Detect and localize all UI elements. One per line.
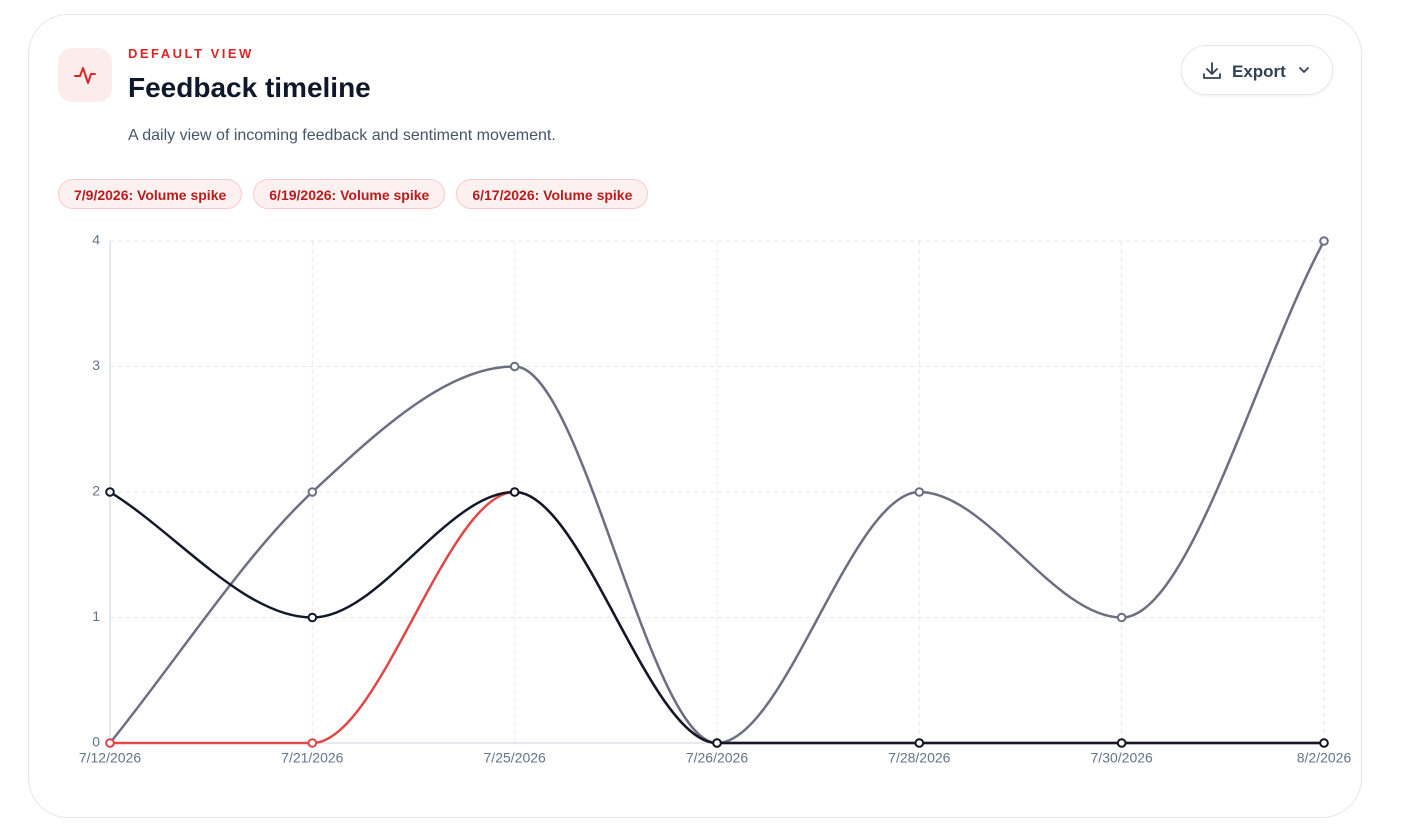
annotations: 7/9/2026: Volume spike 6/19/2026: Volume … bbox=[58, 179, 649, 209]
pulse-icon bbox=[74, 67, 96, 84]
icon bbox=[58, 48, 112, 102]
export-icons bbox=[1203, 62, 1309, 79]
export-label: Export bbox=[1232, 62, 1286, 81]
export-button[interactable]: Export bbox=[1181, 45, 1333, 95]
eyebrow: DEFAULT VIEW bbox=[128, 46, 254, 61]
title: Feedback timeline bbox=[128, 72, 371, 103]
annotation-chip: 6/17/2026: Volume spike bbox=[456, 179, 649, 209]
annotation-chip: 6/19/2026: Volume spike bbox=[253, 179, 446, 209]
annotation-chip: 7/9/2026: Volume spike bbox=[58, 179, 243, 209]
subtitle: A daily view of incoming feedback and se… bbox=[128, 127, 556, 144]
